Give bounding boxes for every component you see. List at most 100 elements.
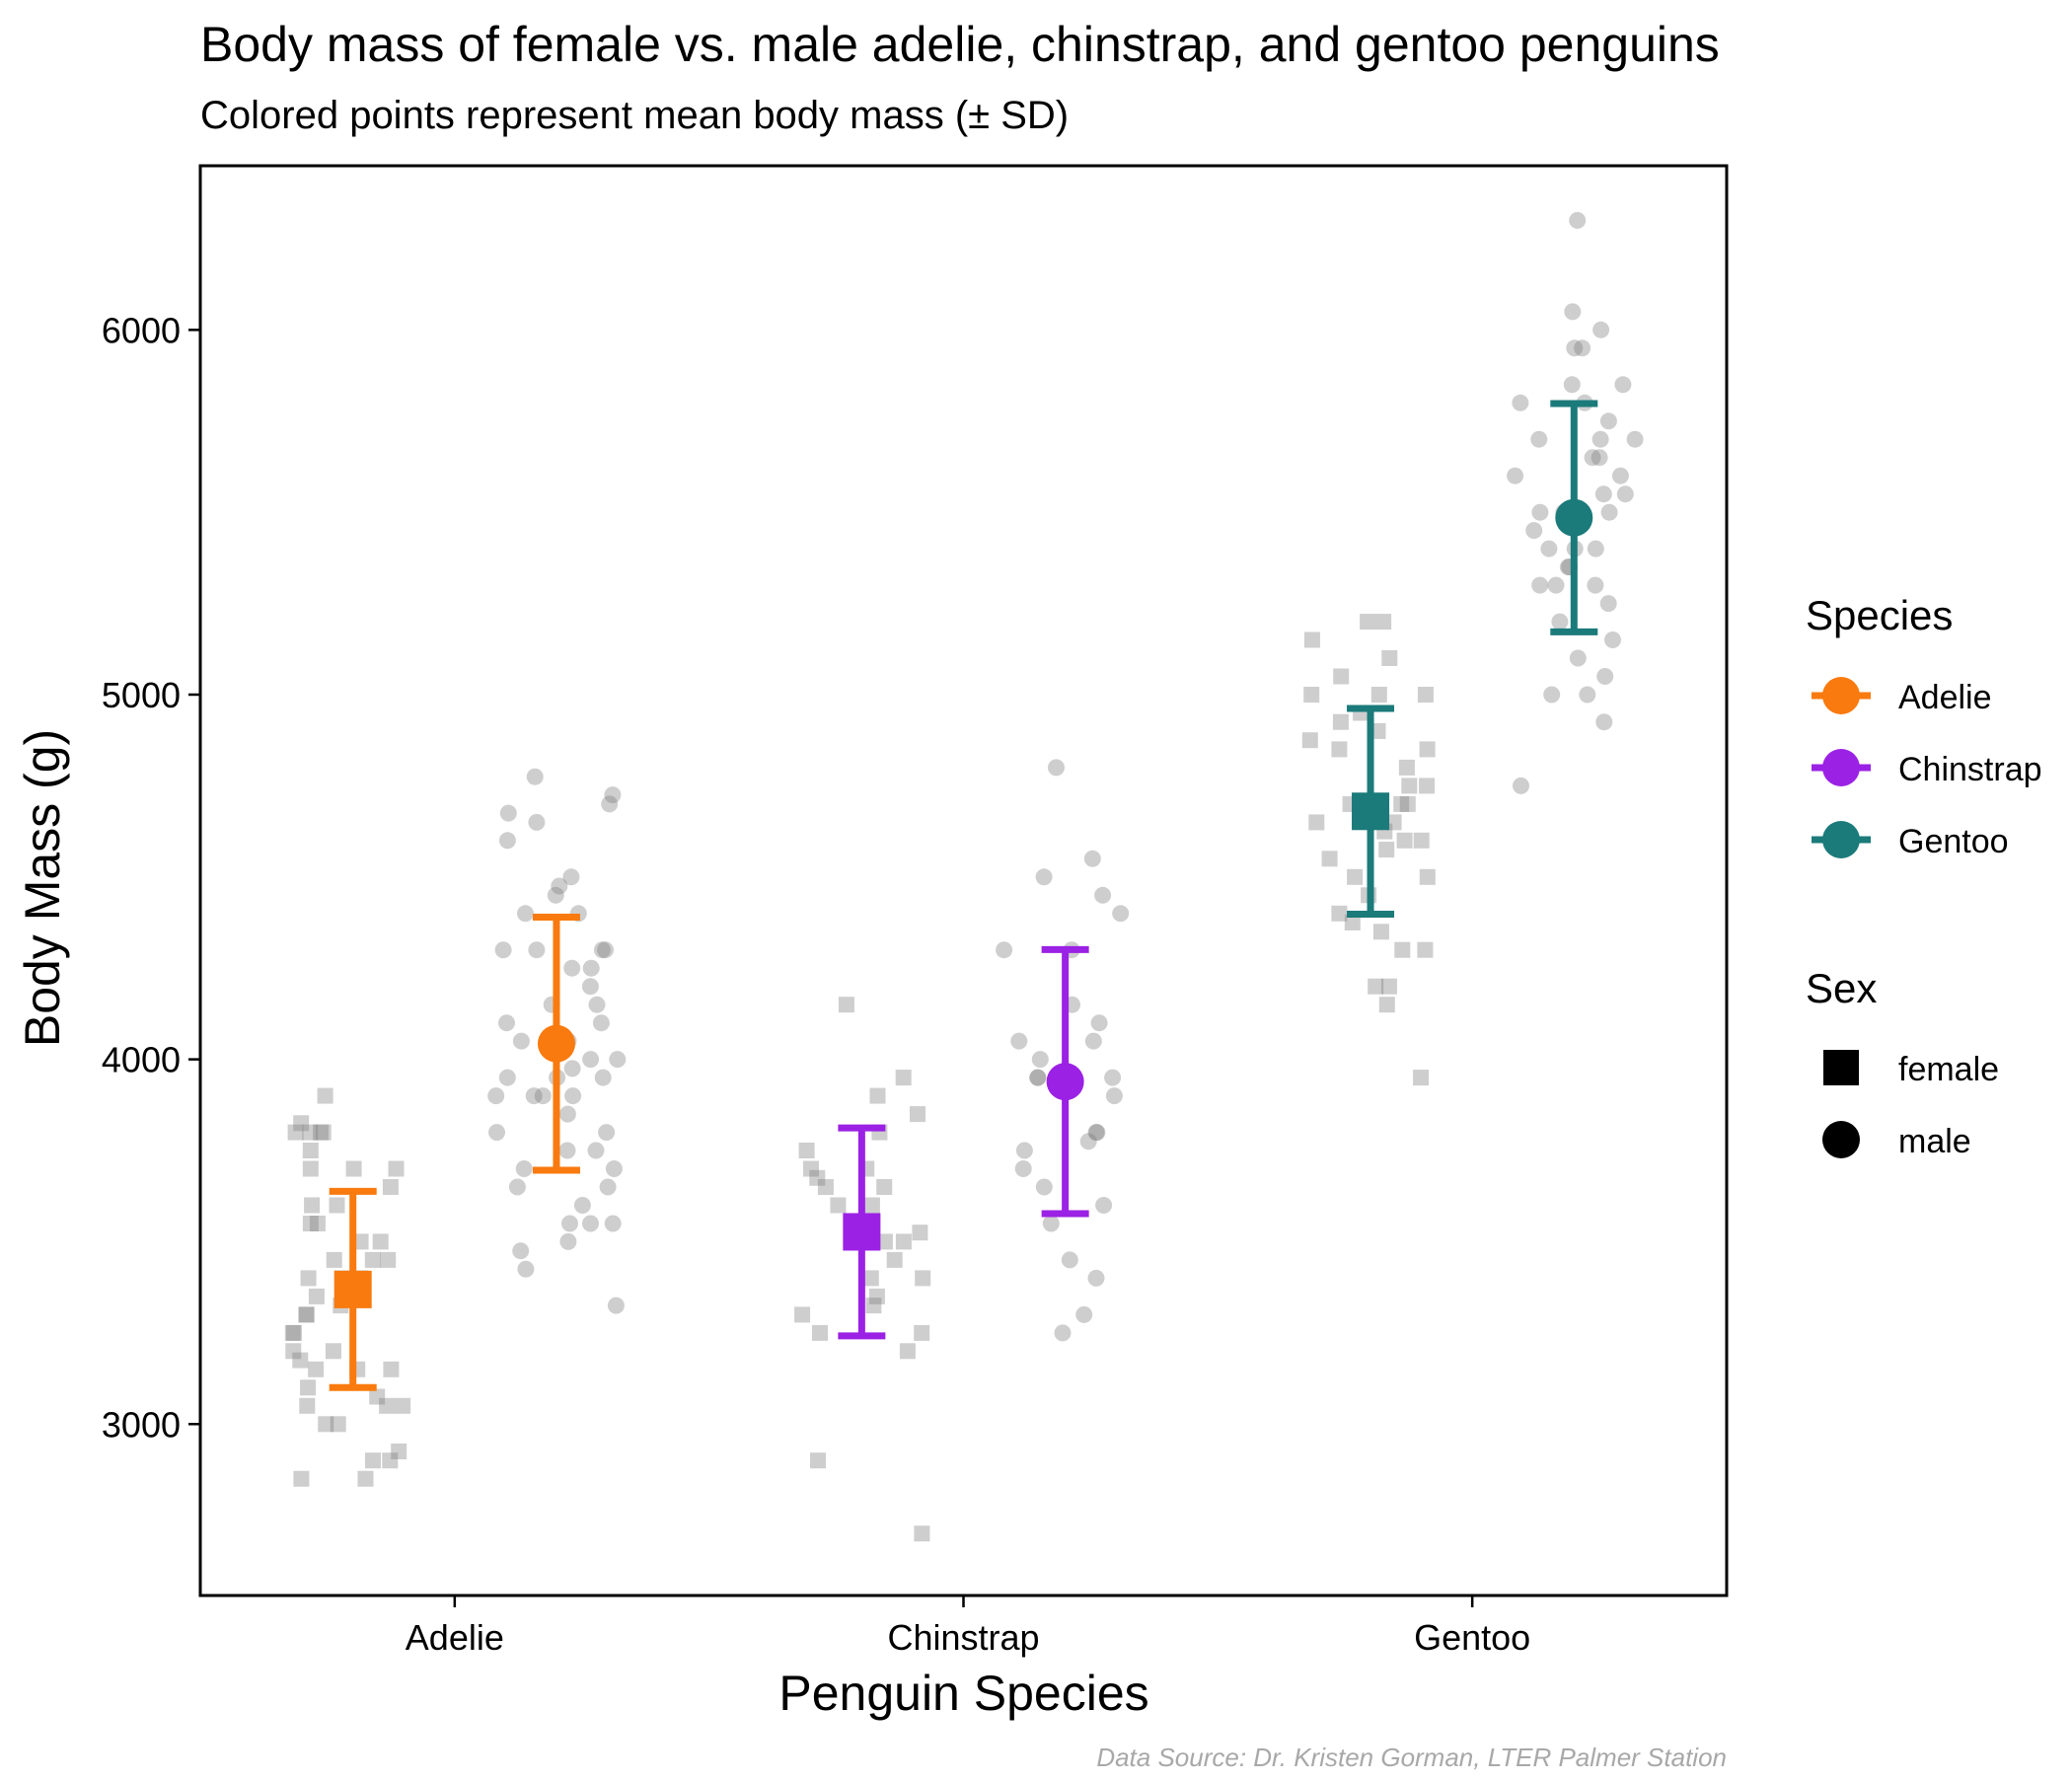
raw-point	[1530, 430, 1548, 448]
raw-point	[915, 1270, 931, 1287]
raw-point	[1042, 1215, 1060, 1232]
raw-point	[838, 997, 854, 1013]
raw-point	[1531, 503, 1549, 521]
raw-point	[1054, 1324, 1072, 1342]
raw-point	[494, 941, 512, 959]
legend-item-label: Adelie	[1898, 679, 1992, 716]
raw-point	[285, 1343, 302, 1360]
raw-point	[1587, 576, 1604, 594]
raw-point	[299, 1397, 316, 1414]
raw-point	[1347, 868, 1364, 885]
raw-point	[512, 1032, 530, 1050]
chart-title: Body mass of female vs. male adelie, chi…	[200, 17, 1720, 72]
legend: Species Adelie Chinstrap Gentoo Sex female mal…	[1806, 592, 2042, 1160]
legend-item-label: Gentoo	[1898, 823, 2009, 860]
mean-point	[1352, 792, 1390, 831]
raw-point	[1088, 1124, 1106, 1142]
raw-point	[1385, 814, 1402, 831]
raw-point	[499, 804, 517, 822]
raw-point	[1540, 540, 1558, 557]
raw-point	[563, 1060, 581, 1077]
raw-point	[798, 1143, 815, 1158]
raw-point	[817, 1179, 834, 1195]
raw-point	[1370, 687, 1387, 703]
raw-point	[1360, 614, 1376, 631]
raw-point	[1333, 668, 1350, 685]
raw-point	[528, 813, 546, 831]
raw-point	[395, 1397, 411, 1414]
raw-point	[588, 996, 606, 1013]
raw-point	[563, 959, 581, 977]
raw-point	[1031, 1051, 1049, 1069]
raw-point	[1368, 978, 1384, 995]
raw-point	[1507, 467, 1524, 484]
raw-point	[1513, 777, 1529, 794]
raw-point	[1569, 649, 1587, 667]
raw-point	[1303, 631, 1320, 648]
raw-point	[293, 1470, 310, 1487]
raw-point	[1104, 1069, 1122, 1086]
raw-point	[1321, 851, 1338, 867]
raw-point	[1600, 503, 1618, 521]
raw-point	[899, 1343, 916, 1360]
x-tick-label: Adelie	[406, 1617, 504, 1658]
legend-item-label: Chinstrap	[1898, 751, 2042, 788]
raw-point	[547, 886, 564, 904]
raw-point	[582, 1215, 599, 1232]
x-tick-label: Gentoo	[1414, 1617, 1530, 1658]
raw-point	[315, 1124, 332, 1141]
raw-point	[996, 941, 1013, 959]
raw-point	[498, 832, 516, 850]
raw-point	[317, 1087, 333, 1104]
chart-subtitle: Colored points represent mean body mass …	[200, 94, 1069, 137]
raw-point	[1566, 339, 1584, 357]
raw-point	[1090, 1014, 1108, 1032]
plot-panel-border	[198, 164, 1729, 1597]
raw-point	[809, 1169, 826, 1186]
raw-point	[308, 1361, 325, 1377]
raw-point	[1079, 1133, 1097, 1150]
raw-point	[601, 795, 619, 813]
x-tick-label: Chinstrap	[887, 1617, 1039, 1658]
raw-point	[498, 1014, 515, 1032]
raw-point	[910, 1106, 925, 1123]
raw-point	[1543, 686, 1561, 704]
raw-point	[309, 1216, 326, 1231]
raw-point	[1547, 576, 1565, 594]
raw-point	[1596, 668, 1614, 685]
raw-point	[364, 1251, 381, 1268]
raw-point	[812, 1324, 828, 1341]
raw-point	[382, 1452, 399, 1469]
raw-point	[1048, 759, 1065, 777]
raw-point	[302, 1160, 319, 1177]
raw-point	[1308, 814, 1325, 831]
raw-point	[794, 1306, 811, 1323]
raw-point	[593, 941, 611, 959]
raw-point	[1014, 1160, 1032, 1177]
raw-point	[300, 1270, 317, 1287]
raw-point	[1378, 997, 1395, 1013]
raw-point	[1029, 1069, 1047, 1086]
raw-point	[1595, 713, 1613, 731]
raw-point	[318, 1416, 334, 1433]
raw-point	[1332, 713, 1349, 730]
raw-point	[1579, 686, 1596, 704]
raw-point	[558, 1142, 576, 1159]
y-tick-label: 3000	[102, 1404, 181, 1445]
raw-point	[1398, 759, 1415, 776]
raw-point	[1396, 832, 1413, 849]
raw-point	[1393, 795, 1410, 812]
raw-point	[1010, 1032, 1028, 1050]
raw-point	[1413, 1070, 1430, 1086]
raw-point	[287, 1124, 304, 1141]
raw-point	[1419, 778, 1436, 794]
raw-point	[388, 1160, 405, 1177]
raw-point	[1075, 1305, 1093, 1323]
raw-point	[1584, 449, 1601, 467]
raw-point	[1061, 1251, 1078, 1269]
raw-point	[528, 941, 546, 959]
raw-point	[304, 1197, 321, 1214]
raw-point	[372, 1233, 389, 1250]
raw-point	[1083, 850, 1101, 867]
